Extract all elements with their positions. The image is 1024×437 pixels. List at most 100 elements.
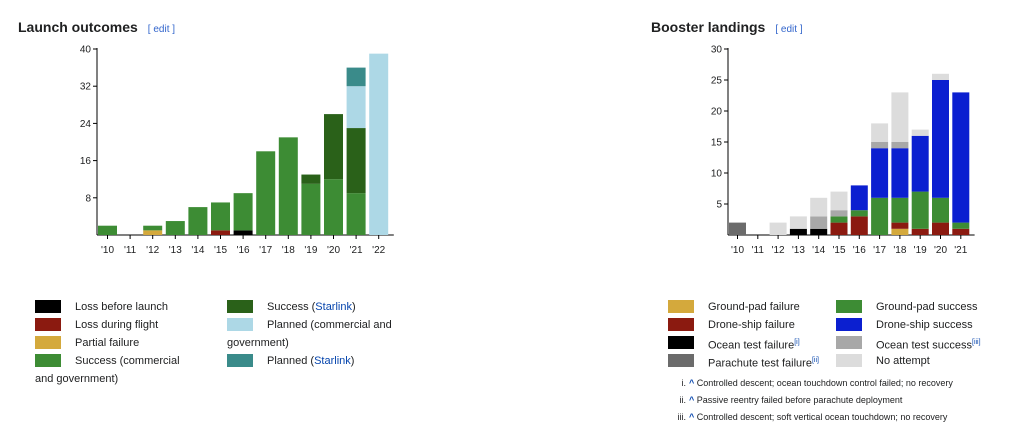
bar-groundpad-fail — [891, 228, 909, 235]
bar-planned-starlink — [346, 67, 366, 87]
bar-planned — [369, 53, 389, 236]
bar-planned — [346, 86, 366, 129]
bar-success — [324, 179, 343, 235]
y-tick-label: 8 — [85, 193, 91, 204]
bar-drone-success — [952, 92, 970, 223]
bar-success — [98, 225, 117, 235]
legend-label: Loss during flight — [75, 319, 159, 331]
bar-groundpad-success — [850, 210, 868, 217]
bar-no-attempt — [769, 222, 787, 235]
note-item: iii. ^ Controlled descent; soft vertical… — [670, 409, 948, 426]
legend-swatch — [227, 318, 253, 331]
bar-drone-fail — [911, 228, 929, 235]
legend-label: Planned (Starlink) — [267, 355, 355, 367]
note-text: Controlled descent; soft vertical ocean … — [696, 412, 948, 422]
bar-drone-success — [871, 148, 889, 198]
bar-ocean-success — [810, 216, 828, 229]
note-backlink[interactable]: ^ — [689, 412, 697, 422]
x-tick-label: '21 — [350, 245, 363, 256]
x-tick-label: '20 — [327, 245, 340, 256]
bar-drone-fail — [850, 216, 868, 235]
x-tick-label: '17 — [259, 245, 272, 256]
legend-label: Drone-ship success — [876, 319, 973, 331]
bar-success — [301, 183, 321, 235]
bar-groundpad-success — [871, 197, 889, 235]
legend-item-loss-before: Loss before launch — [35, 298, 210, 316]
legend-swatch — [836, 354, 862, 367]
legend-item-ocean-success: Ocean test success[iii] — [836, 334, 1001, 355]
bar-drone-success — [932, 80, 949, 198]
note-number: ii. — [679, 395, 687, 405]
bar-no-attempt — [871, 123, 889, 142]
x-tick-label: '14 — [191, 245, 204, 256]
bar-ocean-success — [871, 142, 889, 149]
legend-label: No attempt — [876, 355, 930, 367]
legend-swatch — [227, 354, 253, 367]
launch-outcomes-edit-link[interactable]: [ edit ] — [147, 24, 176, 35]
legend-swatch — [668, 354, 694, 367]
bar-parachute-fail — [729, 222, 746, 235]
bar-groundpad-success — [891, 197, 909, 223]
x-tick-label: '10 — [101, 245, 114, 256]
x-tick-label: '14 — [812, 245, 825, 256]
footnote-ref-link[interactable]: [i] — [794, 339, 800, 346]
note-number: i. — [681, 378, 687, 388]
x-tick-label: '15 — [832, 245, 845, 256]
note-backlink[interactable]: ^ — [689, 378, 697, 388]
bar-success — [233, 193, 253, 231]
x-tick-label: '16 — [237, 245, 250, 256]
bar-ocean-success — [891, 142, 909, 149]
bar-groundpad-success — [830, 216, 848, 223]
bar-drone-fail — [932, 222, 949, 235]
legend-label: Ground-pad failure — [708, 301, 800, 313]
y-tick-label: 25 — [711, 76, 723, 87]
legend-item-parachute-fail: Parachute test failure[ii] — [668, 352, 833, 373]
legend-label: Partial failure — [75, 337, 140, 349]
legend-swatch — [35, 354, 61, 367]
bar-loss-before — [233, 230, 253, 235]
booster-landings-title: Booster landings [ edit ] — [651, 19, 803, 35]
starlink-link[interactable]: Starlink — [315, 301, 352, 313]
bar-success — [278, 137, 298, 235]
legend-label: Drone-ship failure — [708, 319, 795, 331]
legend-label: Success (Starlink) — [267, 301, 356, 313]
bar-drone-fail — [891, 222, 909, 229]
legend-item-drone-fail: Drone-ship failure — [668, 316, 833, 334]
bar-no-attempt — [891, 92, 909, 142]
legend-item-groundpad-success: Ground-pad success — [836, 298, 1001, 316]
y-tick-label: 10 — [711, 169, 723, 180]
bar-success — [211, 202, 230, 231]
legend-swatch — [35, 336, 61, 349]
bar-no-attempt — [932, 73, 949, 80]
bar-success — [165, 221, 185, 235]
footnote-ref-link[interactable]: [ii] — [811, 357, 819, 364]
bar-groundpad-success — [911, 191, 929, 229]
bar-drone-fail — [830, 222, 848, 235]
y-tick-label: 5 — [716, 200, 722, 211]
bar-drone-success — [911, 135, 929, 192]
booster-landings-edit-link[interactable]: [ edit ] — [775, 24, 803, 35]
bar-ocean-fail — [810, 228, 828, 235]
legend-swatch — [836, 318, 862, 331]
legend-label: Planned (commercial and government) — [227, 319, 392, 349]
bar-no-attempt — [911, 129, 929, 136]
bar-drone-fail — [952, 228, 970, 235]
bar-ocean-fail — [789, 228, 807, 235]
x-tick-label: '12 — [146, 245, 159, 256]
bar-starlink — [324, 114, 343, 180]
legend-label: Parachute test failure[ii] — [708, 357, 819, 370]
x-tick-label: '18 — [282, 245, 295, 256]
bar-starlink — [301, 174, 321, 184]
bar-drone-success — [850, 185, 868, 211]
note-backlink[interactable]: ^ — [689, 395, 697, 405]
footnote-ref-link[interactable]: [iii] — [972, 339, 981, 346]
starlink-link[interactable]: Starlink — [314, 355, 351, 367]
x-tick-label: '10 — [731, 245, 744, 256]
legend-item-ocean-fail: Ocean test failure[i] — [668, 334, 833, 355]
bar-no-attempt — [810, 197, 828, 217]
bar-success — [256, 151, 276, 235]
legend-swatch — [35, 318, 61, 331]
legend-item-loss-flight: Loss during flight — [35, 316, 210, 334]
